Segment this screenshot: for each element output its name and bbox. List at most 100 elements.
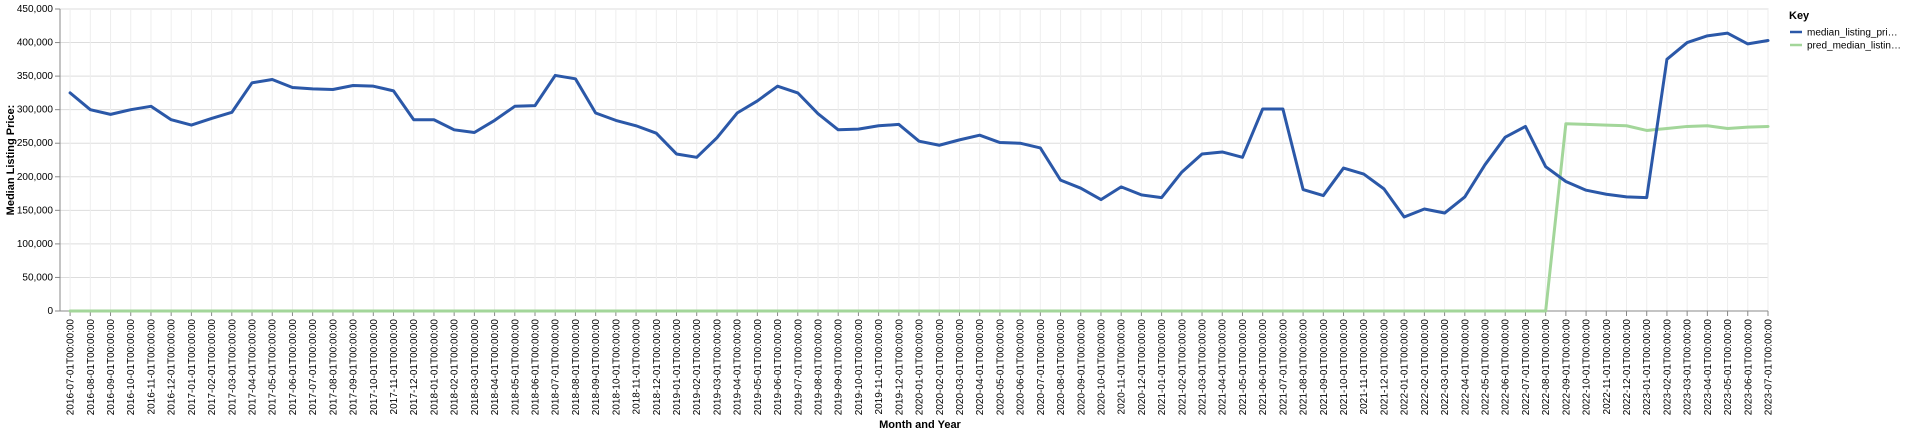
x-tick-label: 2016-11-01T00:00:00	[146, 319, 157, 415]
x-tick-label: 2017-04-01T00:00:00	[248, 319, 259, 416]
x-tick-label: 2019-08-01T00:00:00	[813, 319, 824, 416]
x-tick-label: 2021-11-01T00:00:00	[1359, 319, 1370, 415]
x-tick-label: 2021-12-01T00:00:00	[1379, 319, 1390, 416]
x-tick-label: 2022-02-01T00:00:00	[1420, 319, 1431, 416]
x-tick-label: 2020-07-01T00:00:00	[1036, 319, 1047, 416]
x-tick-label: 2022-07-01T00:00:00	[1521, 319, 1532, 416]
series-line-median-listing-pri	[68, 31, 1770, 219]
x-tick-label: 2017-05-01T00:00:00	[268, 319, 279, 416]
x-tick-label: 2016-08-01T00:00:00	[86, 319, 97, 416]
x-tick-label: 2021-02-01T00:00:00	[1177, 319, 1188, 416]
x-tick-label: 2020-05-01T00:00:00	[995, 319, 1006, 416]
x-tick-label: 2020-12-01T00:00:00	[1137, 319, 1148, 416]
x-tick-label: 2019-10-01T00:00:00	[854, 319, 865, 416]
y-tick-label: 150,000	[17, 205, 54, 216]
x-tick-label: 2019-12-01T00:00:00	[894, 319, 905, 416]
x-tick-label: 2019-07-01T00:00:00	[793, 319, 804, 416]
x-tick-label: 2020-04-01T00:00:00	[975, 319, 986, 416]
x-tick-label: 2021-08-01T00:00:00	[1299, 319, 1310, 416]
x-tick-label: 2021-10-01T00:00:00	[1339, 319, 1350, 416]
x-tick-label: 2022-06-01T00:00:00	[1501, 319, 1512, 416]
x-tick-label: 2023-05-01T00:00:00	[1723, 319, 1734, 416]
y-tick-label: 300,000	[17, 105, 54, 116]
x-tick-label: 2022-03-01T00:00:00	[1440, 319, 1451, 416]
x-tick-label: 2021-07-01T00:00:00	[1278, 319, 1289, 416]
x-tick-label: 2018-05-01T00:00:00	[510, 319, 521, 416]
x-tick-label: 2020-03-01T00:00:00	[955, 319, 966, 416]
x-tick-label: 2023-04-01T00:00:00	[1703, 319, 1714, 416]
x-tick-label: 2020-11-01T00:00:00	[1117, 319, 1128, 415]
x-tick-label: 2019-05-01T00:00:00	[753, 319, 764, 416]
x-tick-label: 2018-10-01T00:00:00	[611, 319, 622, 416]
legend-label: pred_median_listin…	[1807, 41, 1901, 52]
x-tick-label: 2018-04-01T00:00:00	[490, 319, 501, 416]
x-tick-label: 2017-06-01T00:00:00	[288, 319, 299, 416]
x-tick-label: 2016-07-01T00:00:00	[66, 319, 77, 416]
y-tick-label: 50,000	[22, 272, 53, 283]
x-tick-label: 2019-04-01T00:00:00	[733, 319, 744, 416]
x-tick-label: 2019-06-01T00:00:00	[773, 319, 784, 416]
y-tick-label: 450,000	[17, 4, 54, 15]
x-tick-label: 2020-06-01T00:00:00	[1016, 319, 1027, 416]
plot-frame	[59, 8, 1769, 312]
x-tick-label: 2021-04-01T00:00:00	[1218, 319, 1229, 416]
x-axis: 2016-07-01T00:00:00 2016-08-01T00:00:00 20…	[60, 310, 1775, 416]
legend-title: Key	[1789, 10, 1810, 22]
x-tick-label: 2016-10-01T00:00:00	[126, 319, 137, 416]
x-tick-label: 2018-07-01T00:00:00	[551, 319, 562, 416]
x-tick-label: 2017-01-01T00:00:00	[187, 319, 198, 416]
x-tick-label: 2019-03-01T00:00:00	[712, 319, 723, 416]
x-tick-label: 2021-05-01T00:00:00	[1238, 319, 1249, 416]
x-tick-label: 2018-09-01T00:00:00	[591, 319, 602, 416]
x-tick-label: 2022-09-01T00:00:00	[1561, 319, 1572, 416]
x-tick-label: 2023-06-01T00:00:00	[1743, 319, 1754, 416]
x-tick-label: 2018-11-01T00:00:00	[632, 319, 643, 415]
x-tick-label: 2018-08-01T00:00:00	[571, 319, 582, 416]
x-tick-label: 2017-07-01T00:00:00	[308, 319, 319, 416]
x-tick-label: 2020-02-01T00:00:00	[935, 319, 946, 416]
x-tick-label: 2020-01-01T00:00:00	[915, 319, 926, 416]
y-tick-label: 200,000	[17, 172, 54, 183]
x-tick-label: 2017-11-01T00:00:00	[389, 319, 400, 415]
x-tick-label: 2018-03-01T00:00:00	[470, 319, 481, 416]
x-tick-label: 2022-12-01T00:00:00	[1622, 319, 1633, 416]
x-tick-label: 2022-11-01T00:00:00	[1602, 319, 1613, 415]
x-tick-label: 2018-01-01T00:00:00	[429, 319, 440, 416]
y-tick-label: 400,000	[17, 38, 54, 49]
x-tick-label: 2023-02-01T00:00:00	[1662, 319, 1673, 416]
x-tick-label: 2019-09-01T00:00:00	[834, 319, 845, 416]
legend: Key median_listing_pri… pred_median_listi…	[1789, 10, 1901, 52]
x-tick-label: 2020-08-01T00:00:00	[1056, 319, 1067, 416]
legend-label: median_listing_pri…	[1807, 28, 1898, 39]
x-tick-label: 2021-03-01T00:00:00	[1198, 319, 1209, 416]
x-tick-label: 2016-09-01T00:00:00	[106, 319, 117, 416]
y-tick-label: 100,000	[17, 239, 54, 250]
x-tick-label: 2018-12-01T00:00:00	[652, 319, 663, 416]
y-tick-label: 0	[47, 306, 53, 317]
x-tick-label: 2017-02-01T00:00:00	[207, 319, 218, 416]
x-tick-label: 2017-08-01T00:00:00	[328, 319, 339, 416]
x-tick-label: 2022-01-01T00:00:00	[1400, 319, 1411, 416]
x-tick-label: 2016-12-01T00:00:00	[167, 319, 178, 416]
x-tick-label: 2020-10-01T00:00:00	[1096, 319, 1107, 416]
grid-lines	[59, 8, 1769, 312]
series-lines	[68, 31, 1770, 313]
x-tick-label: 2018-02-01T00:00:00	[450, 319, 461, 416]
x-tick-label: 2022-05-01T00:00:00	[1481, 319, 1492, 416]
x-tick-label: 2018-06-01T00:00:00	[531, 319, 542, 416]
y-axis-title: Median Listing Price:	[5, 105, 17, 216]
x-tick-label: 2022-04-01T00:00:00	[1460, 319, 1471, 416]
x-tick-label: 2021-06-01T00:00:00	[1258, 319, 1269, 416]
x-tick-label: 2017-09-01T00:00:00	[349, 319, 360, 416]
x-tick-label: 2019-01-01T00:00:00	[672, 319, 683, 416]
x-tick-label: 2020-09-01T00:00:00	[1076, 319, 1087, 416]
x-tick-label: 2022-08-01T00:00:00	[1541, 319, 1552, 416]
y-axis: 0 50,000 100,000 150,000 200,000 250,000 300,0…	[17, 4, 61, 317]
x-tick-label: 2021-01-01T00:00:00	[1157, 319, 1168, 416]
x-tick-label: 2017-10-01T00:00:00	[369, 319, 380, 416]
x-axis-title: Month and Year	[879, 419, 961, 431]
x-tick-label: 2022-10-01T00:00:00	[1582, 319, 1593, 416]
y-tick-label: 350,000	[17, 71, 54, 82]
x-tick-label: 2017-12-01T00:00:00	[409, 319, 420, 416]
